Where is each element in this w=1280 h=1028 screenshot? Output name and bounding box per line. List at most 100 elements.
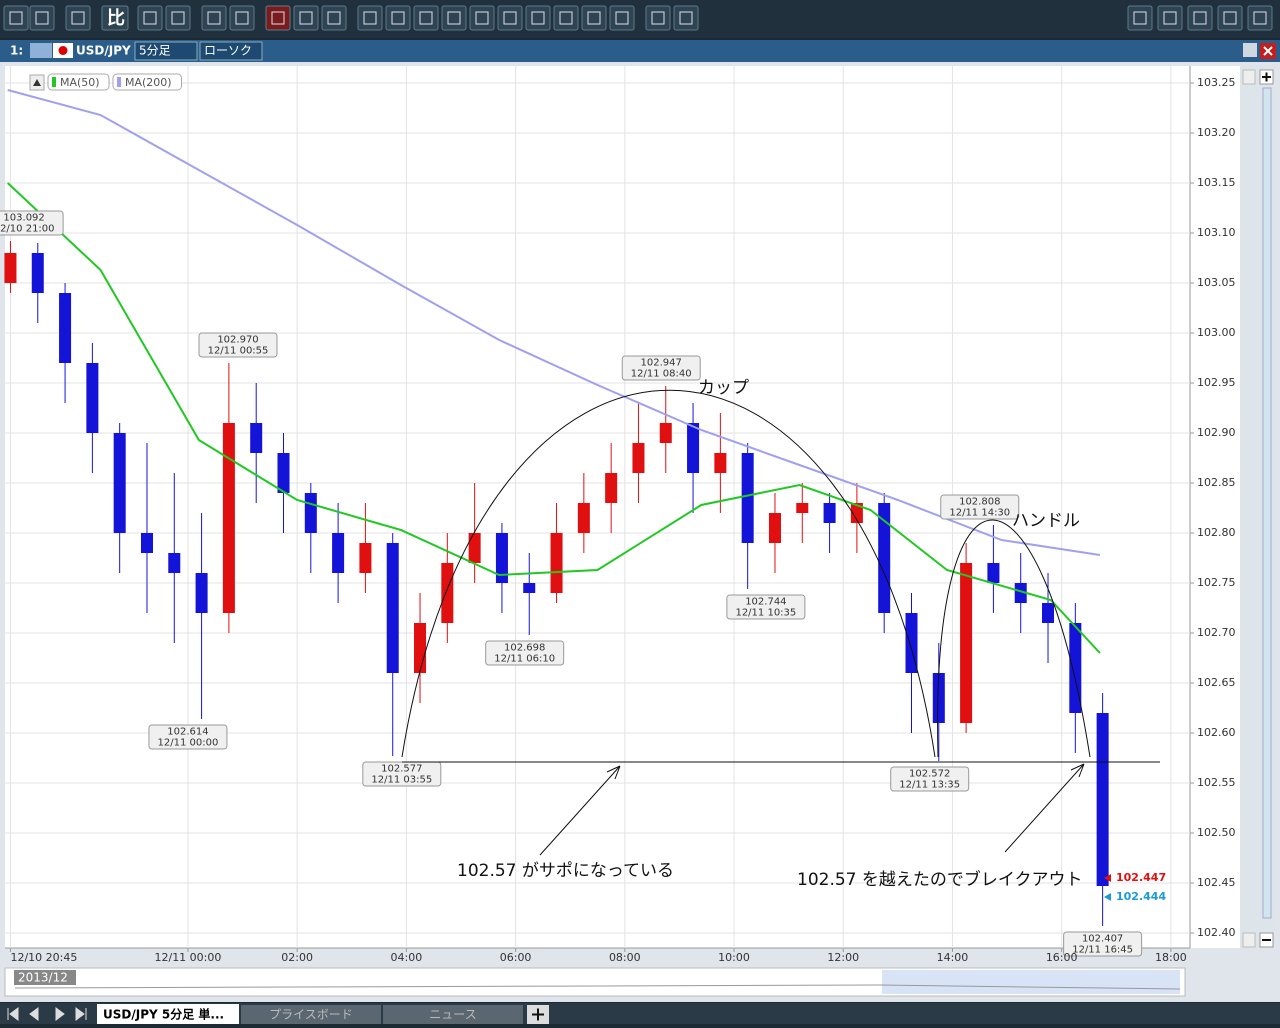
tool-button[interactable] <box>101 5 129 31</box>
tab[interactable] <box>241 1005 381 1024</box>
legend-box[interactable] <box>47 73 110 91</box>
price-annotation: 102.947 <box>641 358 682 369</box>
scroll-thumb[interactable] <box>1262 87 1272 919</box>
y-tick-label: 102.70 <box>1197 626 1236 639</box>
candle-body <box>1069 623 1082 713</box>
tool-button[interactable] <box>29 5 55 31</box>
y-tick-label: 102.60 <box>1197 726 1236 739</box>
tool-button[interactable] <box>321 5 347 31</box>
tool-button[interactable] <box>293 5 319 31</box>
scroll-down[interactable] <box>1242 932 1256 948</box>
tool-button[interactable] <box>165 5 191 31</box>
tool-glyph <box>1253 11 1267 25</box>
tool-button[interactable] <box>137 5 163 31</box>
close-icon <box>1263 46 1273 56</box>
candle-body <box>59 293 72 363</box>
tab-active[interactable] <box>97 1004 239 1024</box>
price-annotation: 102.744 <box>745 597 786 608</box>
y-tick-label: 103.10 <box>1197 226 1236 239</box>
tool-glyph <box>299 11 313 25</box>
scroll-up[interactable] <box>1242 69 1256 85</box>
price-tag-marker <box>1104 874 1111 882</box>
symbol[interactable]: USD/JPY <box>76 44 131 58</box>
y-tick-label: 102.85 <box>1197 476 1236 489</box>
candle-body <box>86 363 99 433</box>
tab-navigation[interactable] <box>7 1007 87 1021</box>
candle-body <box>386 543 399 673</box>
candle-body <box>195 573 208 613</box>
tool-glyph <box>447 11 461 25</box>
y-tick-label: 102.50 <box>1197 826 1236 839</box>
y-tick-label: 102.95 <box>1197 376 1236 389</box>
tool-button[interactable] <box>3 5 29 31</box>
tool-button[interactable] <box>385 5 411 31</box>
legend-toggle-icon <box>33 79 41 86</box>
tool-button[interactable] <box>413 5 439 31</box>
tab-label[interactable]: ニュース <box>429 1008 476 1022</box>
tool-button[interactable] <box>1247 5 1273 31</box>
tool-button[interactable] <box>229 5 255 31</box>
price-annotation: 102.808 <box>959 497 1000 508</box>
tool-button[interactable] <box>469 5 495 31</box>
price-annotation-box <box>940 494 1020 520</box>
compare-button[interactable]: 比 <box>107 8 125 29</box>
tool-button[interactable] <box>1127 5 1153 31</box>
y-tick-label: 102.45 <box>1197 876 1236 889</box>
x-tick-label: 04:00 <box>391 951 423 964</box>
chart-style[interactable]: ローソク <box>204 44 252 58</box>
tool-button[interactable] <box>265 5 291 31</box>
tab-label[interactable]: プライスボード <box>269 1008 353 1022</box>
time-annotation: 12/11 08:40 <box>631 369 692 380</box>
tool-glyph <box>327 11 341 25</box>
y-tick-label: 103.00 <box>1197 326 1236 339</box>
moving-average <box>7 182 1101 654</box>
time-annotation: 12/11 14:30 <box>949 508 1010 519</box>
tool-button[interactable] <box>65 5 91 31</box>
price-tag: 102.444 <box>1116 890 1166 903</box>
style-box[interactable] <box>199 41 263 61</box>
price-annotation: 102.577 <box>381 764 422 775</box>
tool-button[interactable] <box>1157 5 1183 31</box>
timeframe-box[interactable] <box>134 41 198 61</box>
tool-button[interactable] <box>1187 5 1213 31</box>
timeframe[interactable]: 5分足 <box>139 44 171 58</box>
price-annotation-box <box>621 355 701 381</box>
price-annotation-box <box>890 766 970 792</box>
candle-body <box>659 423 672 443</box>
price-annotation: 103.092 <box>3 213 44 224</box>
navigator-window[interactable] <box>882 970 1180 994</box>
tab-label[interactable]: USD/JPY 5分足 単... <box>103 1007 224 1022</box>
tool-button[interactable] <box>201 5 227 31</box>
tool-button[interactable] <box>497 5 523 31</box>
price-annotation-box <box>485 640 565 666</box>
navigator-label: 2013/12 <box>18 971 68 985</box>
time-annotation: 12/10 21:00 <box>0 224 55 235</box>
candle-body <box>823 503 836 523</box>
tool-button[interactable] <box>357 5 383 31</box>
toolbar <box>0 0 1280 38</box>
candle-body <box>605 473 618 503</box>
tool-button[interactable] <box>553 5 579 31</box>
price-annotation: 102.698 <box>504 643 545 654</box>
tab[interactable] <box>383 1005 523 1024</box>
tool-glyph <box>35 11 49 25</box>
y-tick-label: 103.20 <box>1197 126 1236 139</box>
tool-button[interactable] <box>609 5 635 31</box>
tool-button[interactable] <box>525 5 551 31</box>
tool-glyph <box>531 11 545 25</box>
candle-body <box>250 423 263 453</box>
tool-button[interactable] <box>581 5 607 31</box>
x-tick-label: 14:00 <box>937 951 969 964</box>
tool-glyph <box>391 11 405 25</box>
candle-body <box>304 493 317 533</box>
note: ハンドル <box>1012 511 1080 531</box>
legend-box[interactable] <box>112 73 182 91</box>
tool-button[interactable] <box>673 5 699 31</box>
tool-button[interactable] <box>1217 5 1243 31</box>
candle-body <box>932 673 945 723</box>
restore-button[interactable] <box>1243 43 1257 57</box>
tool-button[interactable] <box>645 5 671 31</box>
tool-button[interactable] <box>441 5 467 31</box>
